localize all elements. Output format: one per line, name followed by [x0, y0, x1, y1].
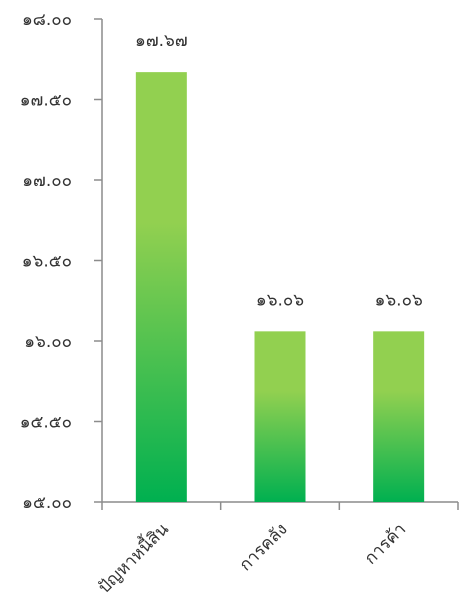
y-tick-label: ๑๖.๐๐ — [24, 332, 72, 352]
y-tick-label: ๑๕.๕๐ — [20, 413, 72, 433]
bars — [135, 72, 425, 502]
bar-3 — [373, 331, 425, 502]
bar-1 — [135, 72, 187, 502]
x-category-label: ปัญหาหนี้สิน — [92, 517, 173, 598]
y-axis: ๑๕.๐๐ ๑๕.๕๐ ๑๖.๐๐ ๑๖.๕๐ ๑๗.๐๐ ๑๗.๕๐ ๑๘.๐๐ — [20, 10, 103, 513]
bar-2 — [254, 331, 306, 502]
y-tick-label: ๑๗.๐๐ — [22, 171, 72, 191]
y-tick-label: ๑๕.๐๐ — [22, 493, 72, 513]
x-category-label: การค้า — [361, 519, 410, 568]
x-axis: ปัญหาหนี้สิน การคลัง การค้า — [92, 501, 459, 598]
data-label: ๑๗.๖๗ — [135, 31, 188, 51]
y-tick-label: ๑๖.๕๐ — [22, 252, 72, 272]
y-tick-label: ๑๗.๕๐ — [20, 91, 72, 111]
data-label: ๑๖.๐๖ — [375, 290, 423, 310]
x-category-label: การคลัง — [236, 519, 292, 575]
y-tick-label: ๑๘.๐๐ — [22, 10, 72, 30]
data-label: ๑๖.๐๖ — [256, 290, 304, 310]
